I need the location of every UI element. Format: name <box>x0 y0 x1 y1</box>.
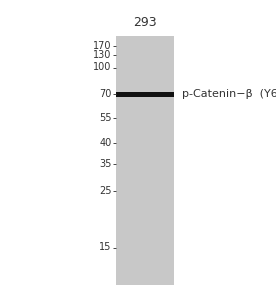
Text: 25: 25 <box>99 186 112 197</box>
Text: 100: 100 <box>93 62 112 73</box>
Text: 35: 35 <box>99 159 112 170</box>
Text: 70: 70 <box>99 89 112 100</box>
Text: 293: 293 <box>133 16 157 28</box>
Bar <box>116 92 174 97</box>
Bar <box>116 36 174 285</box>
Text: 55: 55 <box>99 112 112 123</box>
Text: 15: 15 <box>99 242 112 253</box>
Text: 40: 40 <box>100 138 112 148</box>
Text: 170: 170 <box>93 40 112 51</box>
Text: p-Catenin−β  (Y654): p-Catenin−β (Y654) <box>182 89 276 100</box>
Text: 130: 130 <box>93 50 112 60</box>
